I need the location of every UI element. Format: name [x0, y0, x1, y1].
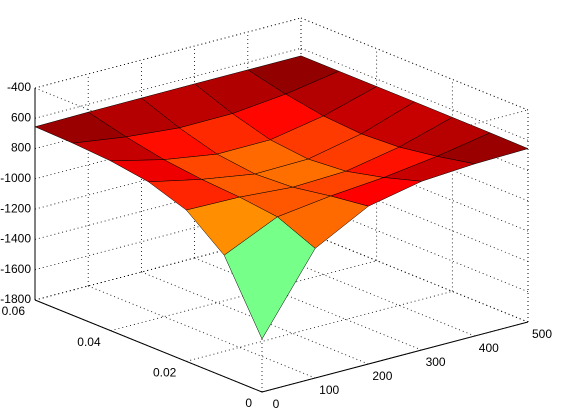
grid-line — [88, 285, 316, 379]
z-tick-label: 600 — [11, 110, 31, 124]
y-tick-label: 0 — [245, 396, 252, 410]
x-tick-label: 400 — [479, 341, 499, 355]
grid-line — [194, 257, 422, 351]
z-tick-label: -1600 — [0, 262, 31, 276]
grid-line — [186, 290, 453, 362]
x-tick-label: 300 — [426, 355, 446, 369]
x-tick-label: 200 — [372, 369, 392, 383]
x-axis — [261, 321, 529, 393]
z-tick-label: -1000 — [0, 171, 31, 185]
x-tick-label: 100 — [319, 383, 339, 397]
x-tick-label: 0 — [273, 397, 280, 411]
grid-line — [300, 17, 529, 111]
grid-line — [141, 271, 369, 365]
y-tick-label: 0.06 — [2, 304, 26, 318]
grid-line — [300, 229, 529, 323]
grid-line — [300, 47, 529, 141]
z-tick-label: -1400 — [0, 232, 31, 246]
x-tick-label: 500 — [532, 327, 552, 341]
y-tick-label: 0.04 — [77, 335, 101, 349]
z-tick-label: -1800 — [0, 292, 31, 306]
surface-patch — [223, 216, 316, 340]
y-tick-label: 0.02 — [153, 366, 177, 380]
grid-line — [34, 299, 263, 393]
z-tick-label: -1200 — [0, 201, 31, 215]
z-tick-label: 800 — [11, 141, 31, 155]
z-tick-label: -400 — [7, 80, 31, 94]
